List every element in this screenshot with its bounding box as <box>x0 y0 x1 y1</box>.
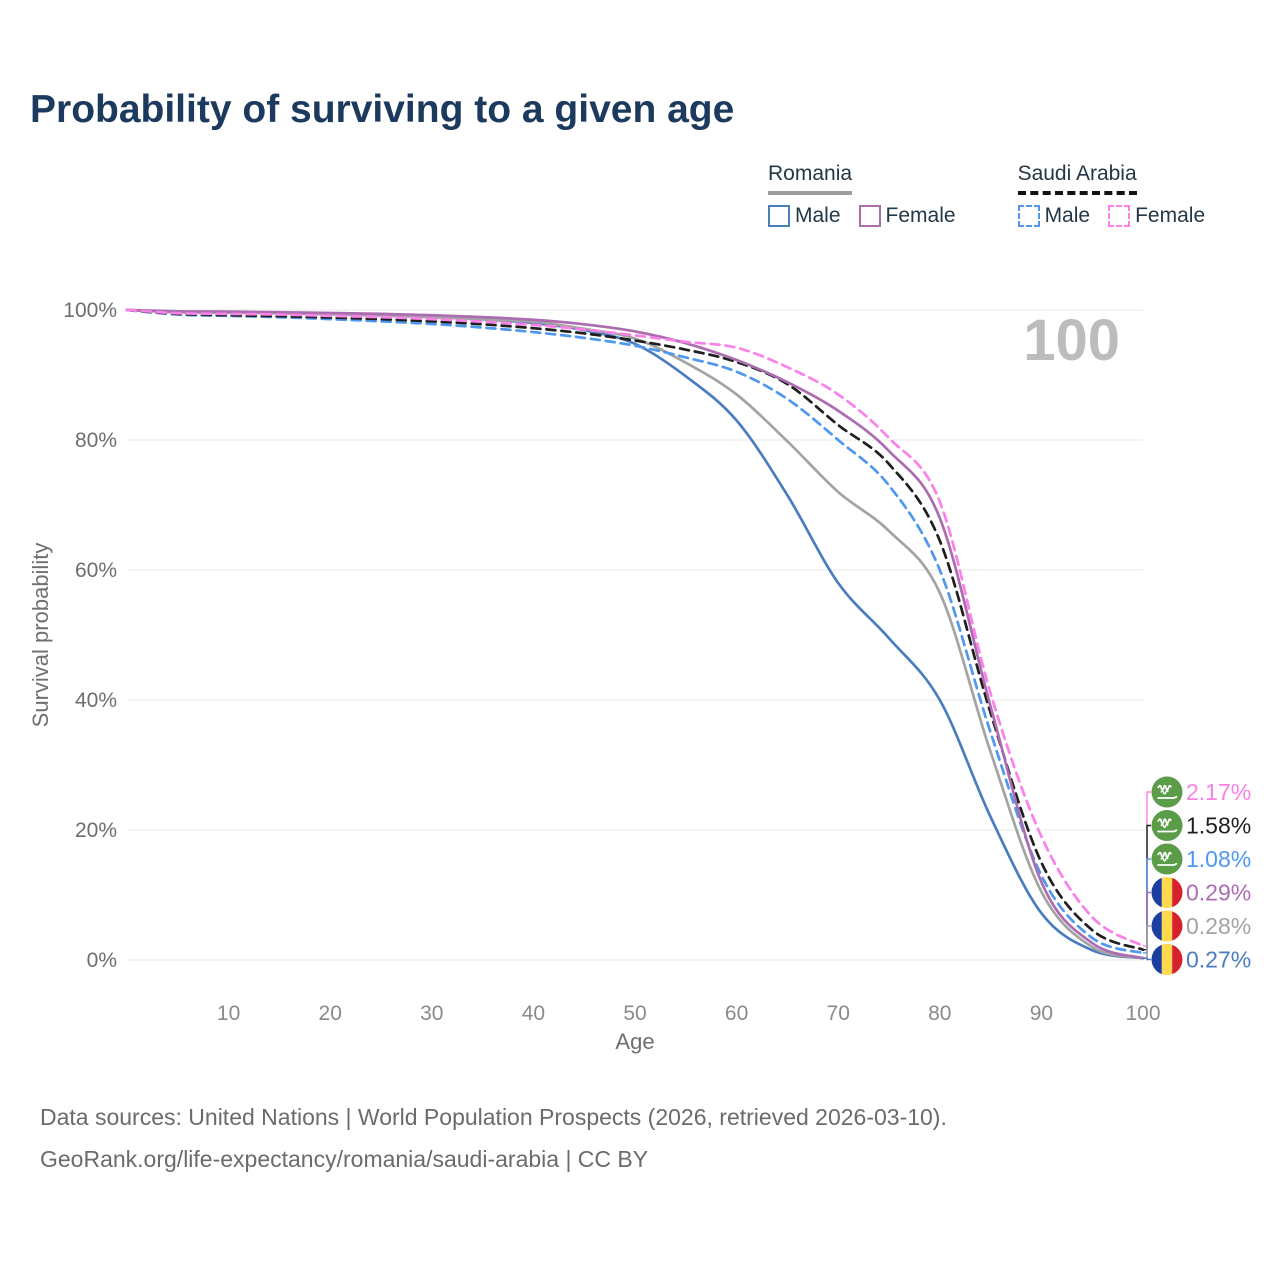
legend-item-male[interactable]: Male <box>1017 204 1091 228</box>
legend-item-label: Female <box>885 204 956 227</box>
x-axis-tick-label: 100 <box>1125 1002 1160 1025</box>
end-value-label: 0.28% <box>1186 913 1251 939</box>
x-axis-tick-label: 40 <box>522 1002 545 1025</box>
series-line-romania-male <box>125 308 1145 960</box>
series-line-romania-both-sexes- <box>125 308 1145 960</box>
end-value-label: 0.29% <box>1186 880 1251 906</box>
y-axis-tick-label: 60% <box>75 559 117 582</box>
legend-country-label: Saudi Arabia <box>1017 162 1137 195</box>
end-label-connector <box>1143 957 1151 961</box>
end-value-label: 0.27% <box>1186 947 1251 973</box>
saudi-arabia-flag-icon <box>1151 810 1183 841</box>
x-axis-tick-label: 80 <box>928 1002 951 1025</box>
legend-group-romania: Romania Male Female <box>768 162 956 228</box>
romania-flag-icon <box>1151 877 1183 908</box>
romania-flag-icon <box>1151 910 1183 942</box>
series-line-saudi-arabia-male <box>125 308 1145 955</box>
x-axis-tick-label: 90 <box>1030 1002 1053 1025</box>
legend-item-male[interactable]: Male <box>768 204 841 228</box>
y-axis-tick-label: 0% <box>87 949 117 972</box>
legend-item-label: Female <box>1135 204 1206 227</box>
legend-item-label: Male <box>795 204 841 227</box>
x-axis-title: Age <box>615 1029 654 1054</box>
legend-item-female[interactable]: Female <box>1108 204 1205 228</box>
end-value-label: 1.08% <box>1186 846 1251 872</box>
x-axis-tick-label: 70 <box>827 1002 850 1025</box>
age-watermark: 100 <box>1023 308 1120 373</box>
legend-item-female[interactable]: Female <box>858 204 956 228</box>
x-axis-tick-label: 50 <box>623 1002 646 1025</box>
legend-swatch-icon <box>768 205 790 227</box>
y-axis-tick-label: 80% <box>75 429 117 452</box>
series-line-saudi-arabia-both-sexes- <box>125 308 1145 952</box>
series-line-romania-female <box>125 308 1145 960</box>
footer-datasource: Data sources: United Nations | World Pop… <box>40 1104 947 1130</box>
y-axis-tick-label: 20% <box>75 819 117 842</box>
y-axis-tick-label: 40% <box>75 689 117 712</box>
footer-attribution: GeoRank.org/life-expectancy/romania/saud… <box>40 1146 649 1172</box>
saudi-arabia-flag-icon <box>1151 843 1183 875</box>
y-axis-title: Survival probability <box>28 543 53 728</box>
footer: Data sources: United Nations | World Pop… <box>40 1096 947 1180</box>
legend: Romania Male Female Saudi Arabia Male Female <box>768 162 1205 228</box>
series-line-saudi-arabia-female <box>125 308 1145 948</box>
legend-swatch-icon <box>1017 205 1040 227</box>
legend-items-row: Male Female <box>768 204 956 228</box>
y-axis-tick-label: 100% <box>63 299 117 322</box>
saudi-arabia-flag-icon <box>1151 776 1183 808</box>
legend-country-label: Romania <box>768 162 853 195</box>
x-axis-tick-label: 10 <box>217 1002 240 1025</box>
legend-group-saudi-arabia: Saudi Arabia Male Female <box>1017 162 1205 228</box>
end-value-label: 1.58% <box>1186 813 1251 839</box>
legend-item-label: Male <box>1044 204 1091 227</box>
legend-items-row: Male Female <box>1017 204 1205 228</box>
romania-flag-icon <box>1151 944 1183 975</box>
legend-swatch-icon <box>1108 205 1131 227</box>
x-axis-tick-label: 60 <box>725 1002 748 1025</box>
x-axis-tick-label: 30 <box>420 1002 443 1025</box>
x-axis-tick-label: 20 <box>319 1002 342 1025</box>
end-value-label: 2.17% <box>1186 779 1251 805</box>
legend-swatch-icon <box>858 205 881 227</box>
page-title: Probability of surviving to a given age <box>30 88 735 131</box>
